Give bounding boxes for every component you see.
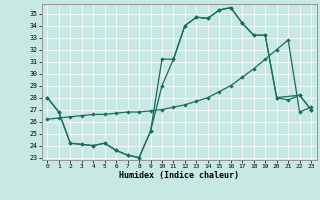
X-axis label: Humidex (Indice chaleur): Humidex (Indice chaleur) — [119, 171, 239, 180]
